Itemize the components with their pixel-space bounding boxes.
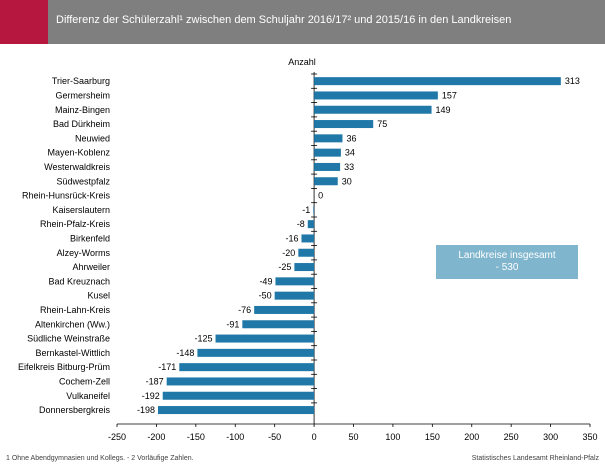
- category-label: Ahrweiler: [72, 262, 110, 272]
- value-label: -125: [195, 334, 213, 344]
- value-label: -25: [278, 262, 291, 272]
- bar: [294, 263, 315, 272]
- value-label: -16: [285, 233, 298, 243]
- value-label: 30: [342, 176, 352, 186]
- category-label: Alzey-Worms: [57, 248, 111, 258]
- bar: [157, 406, 315, 415]
- bar: [314, 134, 343, 143]
- value-label: -91: [226, 319, 239, 329]
- bar: [242, 320, 315, 329]
- category-label: Rhein-Lahn-Kreis: [40, 305, 111, 315]
- x-tick-label: 50: [348, 432, 358, 442]
- bar: [314, 77, 561, 86]
- category-label: Rhein-Pfalz-Kreis: [40, 219, 111, 229]
- bar: [274, 291, 315, 300]
- bar: [254, 305, 315, 314]
- axis-title: Anzahl: [288, 57, 316, 67]
- x-tick-label: -150: [187, 432, 205, 442]
- summary-value: - 530: [495, 262, 519, 273]
- bar: [314, 148, 341, 157]
- category-label: Vulkaneifel: [66, 391, 110, 401]
- category-label: Westerwaldkreis: [44, 162, 110, 172]
- bar: [314, 162, 341, 171]
- value-label: 34: [345, 148, 355, 158]
- category-label: Rhein-Hunsrück-Kreis: [22, 191, 111, 201]
- bar: [314, 105, 432, 114]
- category-label: Kaiserslautern: [52, 205, 110, 215]
- x-tick-label: 300: [543, 432, 558, 442]
- value-label: -198: [137, 405, 155, 415]
- value-label: -192: [142, 391, 160, 401]
- category-label: Trier-Saarburg: [52, 76, 110, 86]
- value-label: -1: [302, 205, 310, 215]
- bar: [166, 377, 315, 386]
- category-label: Donnersbergkreis: [39, 405, 111, 415]
- value-label: 149: [436, 105, 451, 115]
- x-tick-label: 350: [582, 432, 597, 442]
- value-label: -171: [158, 362, 176, 372]
- bar: [197, 348, 315, 357]
- value-label: 157: [442, 90, 457, 100]
- value-label: -8: [297, 219, 305, 229]
- x-tick-label: -200: [147, 432, 165, 442]
- category-label: Cochem-Zell: [59, 376, 110, 386]
- x-tick-label: -250: [108, 432, 126, 442]
- value-label: -187: [146, 376, 164, 386]
- category-label: Südliche Weinstraße: [27, 334, 110, 344]
- x-tick-label: -100: [226, 432, 244, 442]
- category-label: Bad Kreuznach: [48, 276, 110, 286]
- value-label: -76: [238, 305, 251, 315]
- x-tick-label: 250: [504, 432, 519, 442]
- value-label: 313: [565, 76, 580, 86]
- source-note: Statistisches Landesamt Rheinland-Pfalz: [471, 455, 599, 462]
- category-label: Südwestpfalz: [56, 176, 110, 186]
- summary-label: Landkreise insgesamt: [458, 250, 556, 261]
- category-label: Kusel: [87, 291, 110, 301]
- bar: [307, 220, 315, 229]
- category-label: Bernkastel-Wittlich: [35, 348, 110, 358]
- value-label: -50: [259, 291, 272, 301]
- header-accent: [0, 0, 48, 44]
- x-tick-label: 100: [385, 432, 400, 442]
- category-label: Mainz-Bingen: [55, 105, 110, 115]
- value-label: 36: [346, 133, 356, 143]
- summary-box: Landkreise insgesamt - 530: [436, 245, 578, 279]
- bar: [275, 277, 315, 286]
- x-tick-label: -50: [268, 432, 281, 442]
- bar: [162, 391, 315, 400]
- header-bar: [0, 0, 605, 44]
- bar: [215, 334, 315, 343]
- value-label: -49: [259, 276, 272, 286]
- bar: [314, 120, 374, 129]
- bar: [298, 248, 315, 257]
- category-label: Bad Dürkheim: [53, 119, 110, 129]
- footnote: 1 Ohne Abendgymnasien und Kollegs. - 2 V…: [6, 455, 194, 462]
- value-label: -148: [176, 348, 194, 358]
- bar: [314, 91, 438, 100]
- bar: [313, 205, 315, 214]
- category-label: Neuwied: [75, 133, 110, 143]
- value-label: 75: [377, 119, 387, 129]
- category-label: Altenkirchen (Ww.): [35, 319, 110, 329]
- category-label: Birkenfeld: [70, 233, 110, 243]
- bar: [179, 363, 315, 372]
- category-label: Mayen-Koblenz: [47, 148, 110, 158]
- category-label: Germersheim: [55, 90, 110, 100]
- bar: [301, 234, 315, 243]
- value-label: 33: [344, 162, 354, 172]
- category-label: Eifelkreis Bitburg-Prüm: [18, 362, 110, 372]
- x-tick-label: 150: [425, 432, 440, 442]
- value-label: -20: [282, 248, 295, 258]
- chart-title: Differenz der Schülerzahl¹ zwischen dem …: [56, 14, 512, 26]
- x-tick-label: 200: [464, 432, 479, 442]
- x-tick-label: 0: [312, 432, 317, 442]
- value-label: 0: [318, 191, 323, 201]
- bar: [314, 177, 338, 186]
